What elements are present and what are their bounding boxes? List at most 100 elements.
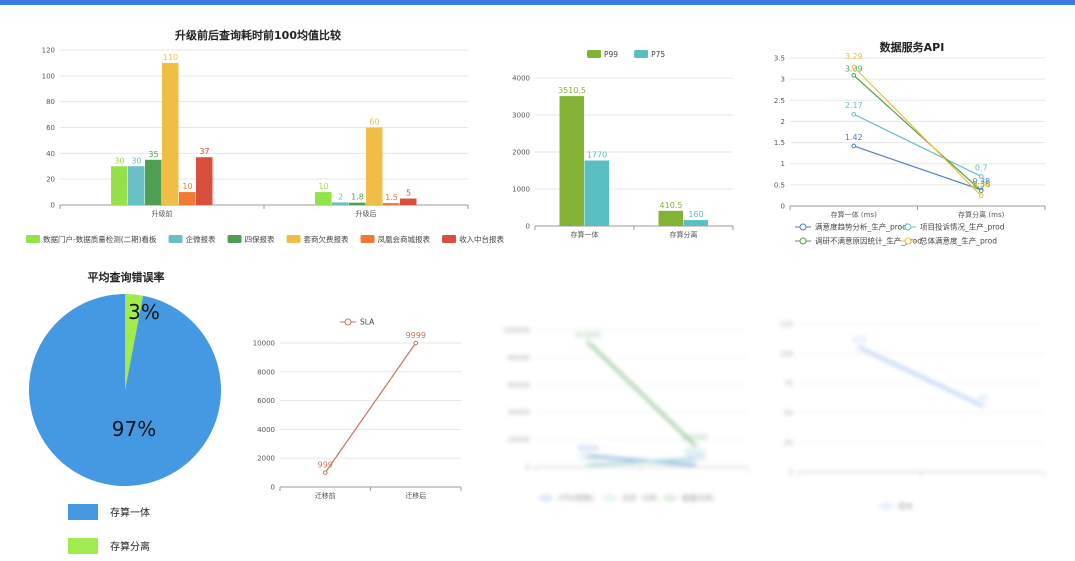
bar bbox=[145, 159, 162, 205]
top-accent-bar bbox=[0, 0, 1075, 5]
data-point bbox=[978, 188, 984, 194]
point-value-label: 999 bbox=[318, 461, 333, 470]
x-category-label: 存算一体 bbox=[571, 230, 599, 239]
legend-swatch bbox=[168, 235, 183, 243]
legend-label: 成本 bbox=[898, 501, 913, 511]
x-category-label: 升级前 bbox=[152, 209, 173, 218]
line-ytick-label: 2.5 bbox=[774, 97, 785, 105]
data-point bbox=[851, 111, 857, 117]
data-point bbox=[851, 73, 857, 78]
legend-marker bbox=[666, 494, 674, 502]
bar bbox=[315, 192, 332, 205]
data-point bbox=[851, 64, 857, 70]
bar-ytick-label: 0 bbox=[526, 223, 530, 231]
x-category-label: 存算一体 (ms) bbox=[831, 210, 877, 219]
line-ytick-label: 100 bbox=[780, 350, 793, 358]
bar bbox=[366, 127, 383, 205]
point-value-label: 0.7 bbox=[975, 163, 988, 172]
bar bbox=[111, 166, 128, 205]
chart-title: 升级前后查询耗时前100均值比较 bbox=[175, 28, 341, 42]
bar-ytick-label: 2000 bbox=[512, 149, 530, 157]
data-point bbox=[692, 442, 698, 448]
line-chart-body: 0 25 50 75 100 125 105 56 成本 bbox=[780, 321, 1045, 511]
bar-ytick-label: 80 bbox=[46, 98, 55, 106]
line-ytick-label: 1 bbox=[781, 160, 785, 168]
legend-label: 收入中台报表 bbox=[459, 234, 504, 244]
legend-label: 数据门户-数据质量检测(二期)看板 bbox=[43, 234, 157, 244]
chart-title: 数据服务API bbox=[880, 40, 945, 54]
data-point bbox=[978, 174, 984, 179]
bar bbox=[658, 210, 683, 226]
bar-value-label: 3510.5 bbox=[558, 86, 586, 95]
line-ytick-label: 4000 bbox=[257, 426, 275, 434]
bar-value-label: 1.8 bbox=[351, 193, 364, 202]
legend-label: 内存（GB） bbox=[622, 493, 663, 503]
bar-ytick-label: 3000 bbox=[512, 112, 530, 120]
point-value-label: 8000 bbox=[578, 444, 598, 453]
point-value-label: 3.29 bbox=[845, 52, 863, 61]
data-point bbox=[585, 453, 591, 459]
data-point bbox=[851, 143, 857, 149]
legend-label: 磁盘(GB) bbox=[682, 493, 714, 503]
point-value-label: 2.17 bbox=[845, 101, 863, 110]
line-ytick-label: 2000 bbox=[257, 455, 275, 463]
bar-value-label: 30 bbox=[114, 156, 124, 165]
legend-marker bbox=[904, 223, 912, 231]
bar-value-label: 10 bbox=[182, 182, 192, 191]
bar bbox=[179, 192, 196, 205]
legend-label: 套商欠费报表 bbox=[304, 234, 349, 244]
line-ytick-label: 10000 bbox=[253, 340, 275, 348]
chart-resource-blurred: 0200004000060000800001000008000150015006… bbox=[503, 327, 749, 503]
line-ytick-label: 0 bbox=[781, 203, 785, 211]
legend-swatch bbox=[286, 235, 301, 243]
legend-swatch bbox=[68, 504, 98, 520]
point-value-label: 6000 bbox=[685, 447, 705, 456]
data-point bbox=[585, 340, 591, 345]
x-category-label: 迁移后 bbox=[405, 491, 426, 500]
legend-swatch bbox=[634, 50, 649, 58]
legend-marker bbox=[799, 223, 807, 231]
x-category-label: 存算分离 (ms) bbox=[958, 210, 1004, 219]
bar bbox=[559, 96, 584, 226]
bar bbox=[584, 160, 609, 226]
point-value-label: 9999 bbox=[406, 331, 426, 340]
bar-value-label: 5 bbox=[406, 189, 411, 198]
line-ytick-label: 20000 bbox=[508, 436, 530, 444]
bar-ytick-label: 100 bbox=[42, 72, 55, 80]
legend-label: SLA bbox=[360, 318, 375, 327]
legend-swatch bbox=[26, 235, 40, 243]
point-value-label: 0.36 bbox=[972, 180, 990, 189]
legend-swatch bbox=[587, 50, 601, 58]
bar-ytick-label: 4000 bbox=[512, 75, 530, 83]
bar bbox=[128, 166, 145, 205]
pie-slice bbox=[29, 294, 221, 486]
legend-marker bbox=[882, 502, 890, 510]
series-line bbox=[858, 346, 984, 408]
bar bbox=[349, 202, 366, 205]
bar-ytick-label: 120 bbox=[42, 47, 55, 55]
line-chart-body: 数据服务API 0 0.5 1 1.5 2 2.5 3 3.5 存算一体 (ms) 存算分离 (ms… bbox=[774, 40, 1046, 246]
line-ytick-label: 0 bbox=[789, 469, 793, 477]
bar-ytick-label: 40 bbox=[46, 150, 55, 158]
bar-value-label: 10 bbox=[318, 182, 328, 191]
data-point bbox=[692, 462, 698, 468]
bar-value-label: 1770 bbox=[587, 151, 607, 160]
bar-ytick-label: 20 bbox=[46, 176, 55, 184]
legend-label: 存算分离 bbox=[110, 540, 150, 553]
line-ytick-label: 80000 bbox=[508, 354, 530, 362]
line-ytick-label: 125 bbox=[780, 321, 793, 329]
line-ytick-label: 2 bbox=[781, 118, 785, 126]
data-point bbox=[857, 345, 862, 350]
legend-swatch bbox=[68, 538, 98, 554]
line-ytick-label: 3.5 bbox=[774, 55, 785, 63]
legend-label: P99 bbox=[604, 50, 618, 59]
legend-swatch bbox=[227, 235, 242, 243]
bar-value-label: 1.5 bbox=[385, 193, 398, 202]
chart-data-service-api: 数据服务API 0 0.5 1 1.5 2 2.5 3 3.5 存算一体 (ms) 存算分离 (ms… bbox=[774, 40, 1046, 246]
data-point bbox=[585, 462, 591, 468]
legend-label: 项目投诉情况_生产_prod bbox=[920, 222, 1005, 232]
data-point bbox=[692, 456, 698, 462]
